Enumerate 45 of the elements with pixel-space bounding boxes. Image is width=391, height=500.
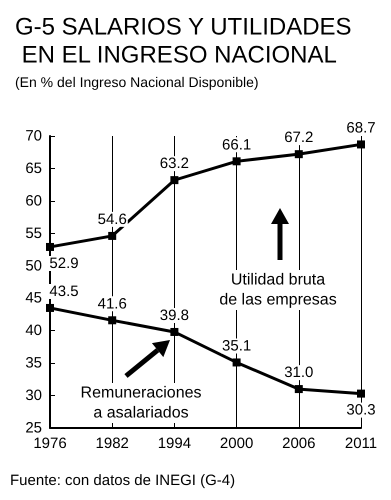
x-tick-label: 2000 [220, 435, 254, 452]
source-note: Fuente: con datos de INEGI (G-4) [10, 472, 236, 489]
x-tick-label: 1976 [33, 435, 67, 452]
data-label: 54.6 [98, 210, 127, 228]
chart-subtitle: (En % del Ingreso Nacional Disponible) [15, 74, 259, 90]
data-label: 66.1 [222, 136, 252, 154]
point [46, 242, 54, 251]
point [170, 328, 178, 336]
y-tick-label: 55 [25, 224, 42, 242]
point [108, 316, 116, 324]
y-tick-label: 65 [25, 160, 42, 177]
data-label: 39.8 [160, 306, 189, 324]
point [357, 390, 365, 398]
data-label: 52.9 [49, 254, 79, 272]
data-label: 43.5 [49, 282, 79, 300]
annotation: Remuneraciones a asalariados [80, 384, 202, 422]
point [108, 232, 116, 240]
y-tick-label: 40 [25, 322, 42, 340]
data-label: 68.7 [346, 119, 376, 136]
x-tick-label: 1994 [158, 435, 192, 452]
point [294, 385, 303, 394]
data-label: 30.3 [346, 402, 376, 419]
data-label: 31.0 [284, 364, 314, 382]
point [46, 304, 54, 312]
point [232, 157, 241, 166]
y-tick-label: 35 [25, 354, 42, 372]
point [294, 150, 303, 158]
chart-title: G-5 SALARIOS Y UTILIDADES EN EL INGRESO NACIONAL [15, 14, 352, 68]
y-tick-label: 25 [25, 420, 42, 436]
y-tick-label: 70 [25, 128, 42, 144]
data-label: 67.2 [284, 129, 314, 146]
y-tick-label: 50 [25, 257, 42, 274]
x-tick-label: 1982 [96, 435, 129, 452]
y-tick-label: 30 [25, 387, 42, 404]
point [232, 358, 241, 366]
data-label: 35.1 [222, 337, 252, 354]
point [357, 140, 365, 148]
annotation: Utilidad bruta de las empresas [219, 272, 337, 308]
point [170, 176, 178, 184]
y-tick-label: 45 [25, 290, 42, 307]
x-tick-label: 2011 [344, 435, 378, 452]
y-tick-label: 60 [25, 192, 42, 210]
data-label: 63.2 [160, 155, 189, 172]
x-tick-label: 2006 [282, 435, 316, 452]
data-label: 41.6 [98, 295, 127, 312]
